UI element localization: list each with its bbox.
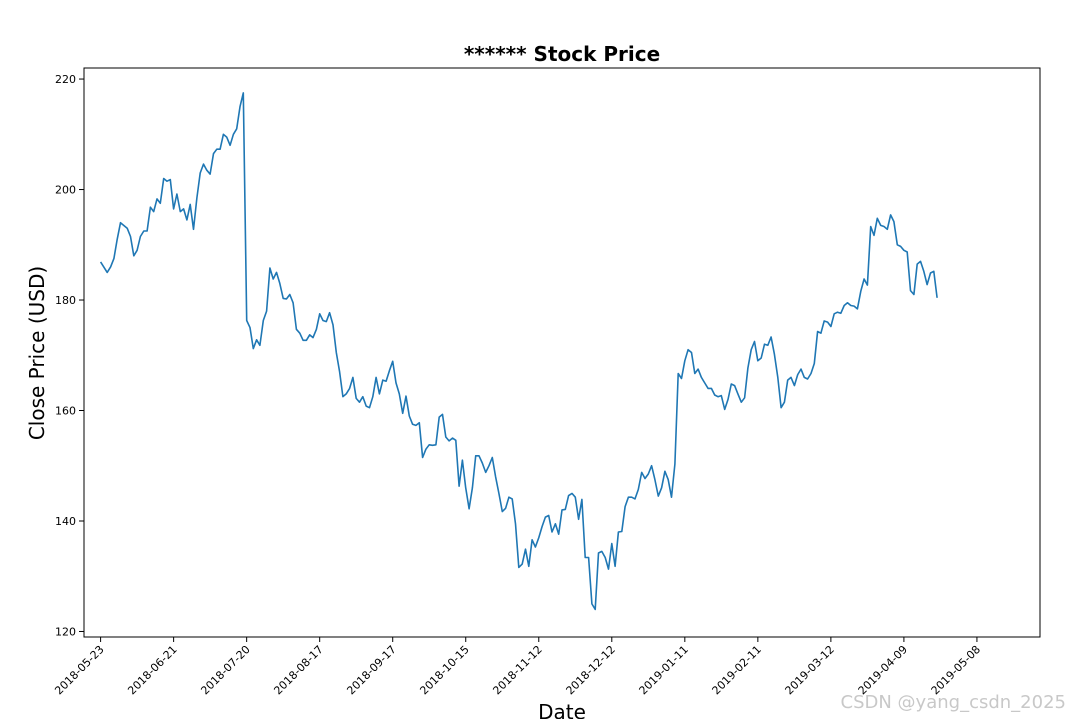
y-tick-label: 140 bbox=[55, 515, 76, 528]
chart-title: ****** Stock Price bbox=[464, 42, 660, 66]
csdn-watermark: CSDN @yang_csdn_2025 bbox=[840, 692, 1066, 713]
y-axis-ticks: 120 140 160 180 200 220 bbox=[55, 73, 84, 638]
close-price-line bbox=[99, 92, 938, 611]
y-tick-label: 180 bbox=[55, 294, 76, 307]
plot-area-frame bbox=[83, 67, 1041, 638]
x-axis-label: Date bbox=[538, 700, 586, 719]
y-tick-label: 200 bbox=[55, 184, 76, 197]
y-axis-label: Close Price (USD) bbox=[25, 266, 49, 440]
y-tick-label: 120 bbox=[55, 625, 76, 638]
y-tick-label: 160 bbox=[55, 405, 76, 418]
y-tick-label: 220 bbox=[55, 73, 76, 86]
